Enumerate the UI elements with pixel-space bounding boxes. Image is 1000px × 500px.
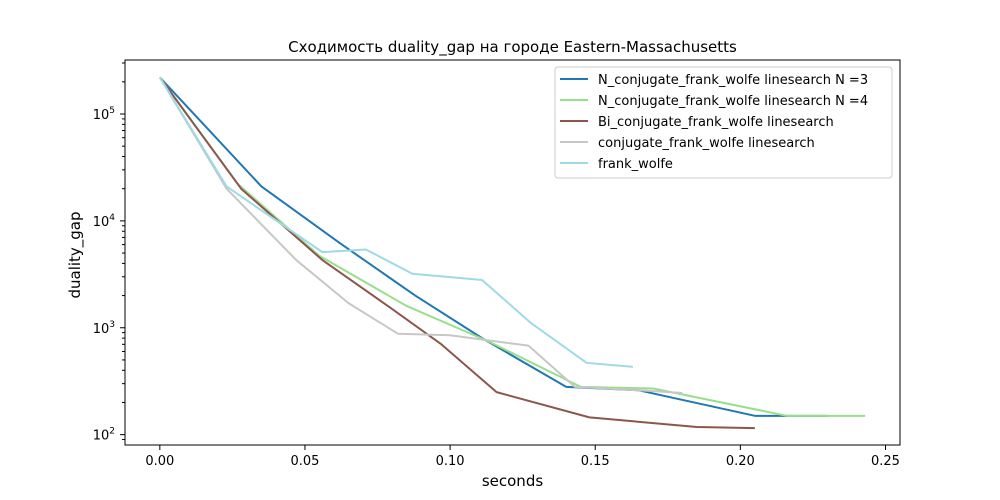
plot-frame: [124, 59, 901, 446]
chart-title: Сходимость duality_gap на городе Eastern…: [288, 38, 737, 57]
x-axis-label: seconds: [482, 472, 543, 490]
x-tick-label: 0.20: [726, 454, 755, 469]
legend: N_conjugate_frank_wolfe linesearch N =3 N…: [554, 66, 893, 179]
y-tick-label: 105: [93, 106, 115, 123]
y-tick-label: 104: [93, 213, 116, 230]
legend-label-5: frank_wolfe: [598, 157, 673, 172]
legend-label-3: Bi_conjugate_frank_wolfe linesearch: [598, 115, 834, 130]
series-layer: [158, 76, 866, 430]
x-tick-label: 0.25: [871, 454, 900, 469]
series-line-3: [159, 76, 755, 430]
y-tick-label: 103: [93, 320, 115, 337]
legend-label-1: N_conjugate_frank_wolfe linesearch N =3: [598, 73, 868, 88]
x-tick-label: 0.15: [581, 454, 610, 469]
legend-label-2: N_conjugate_frank_wolfe linesearch N =4: [598, 94, 868, 109]
series-line-4: [158, 76, 683, 395]
axes-layer: 0.00 0.05 0.10 0.15 0.20 0.25 102 103 104 105: [93, 59, 901, 469]
legend-label-4: conjugate_frank_wolfe linesearch: [598, 136, 815, 151]
x-tick-label: 0.00: [145, 454, 174, 469]
legend-box: [554, 66, 893, 179]
y-axis-label: duality_gap: [66, 211, 85, 298]
x-tick-label: 0.10: [436, 454, 465, 469]
series-line-5: [158, 76, 634, 368]
x-tick-label: 0.05: [290, 454, 319, 469]
y-tick-label: 102: [93, 427, 115, 444]
